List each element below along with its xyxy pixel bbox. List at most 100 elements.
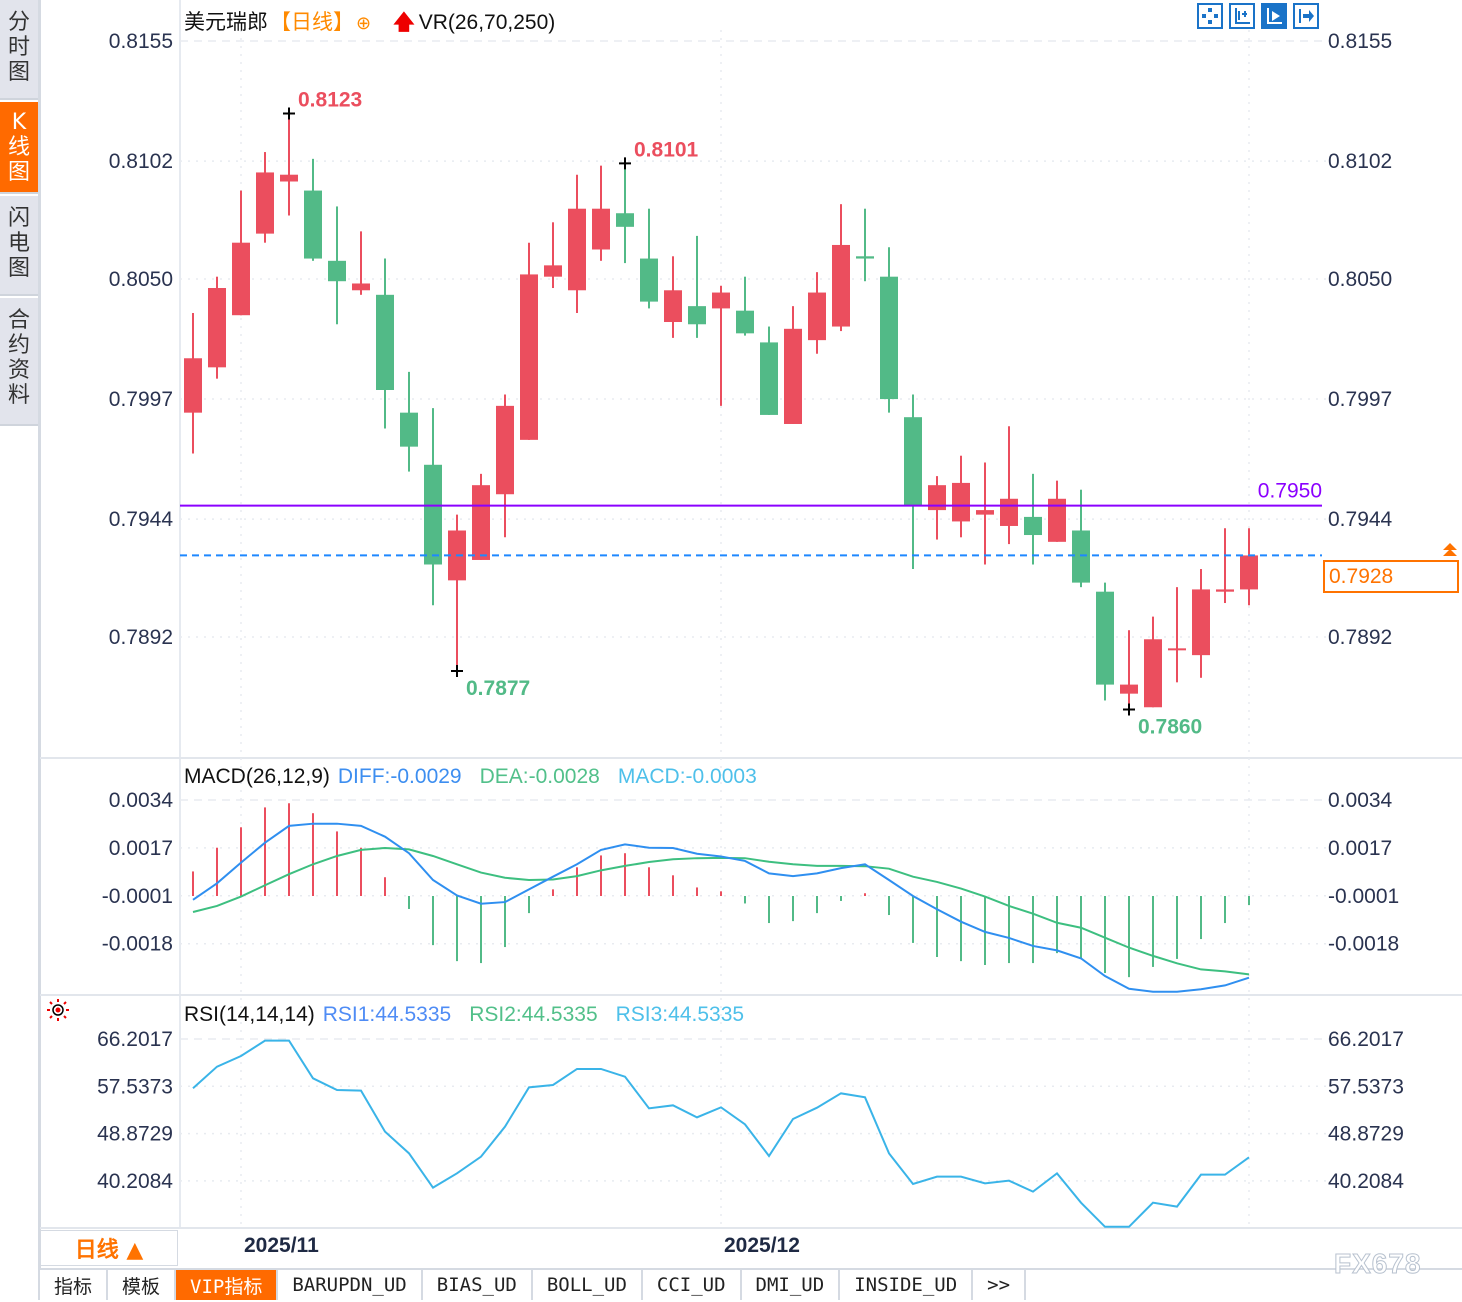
rsi-axis-label: 40.2084 [97,1170,173,1193]
candle-up [1120,684,1138,694]
rsi-header: RSI(14,14,14) RSI1:44.5335 RSI2:44.5335 RSI… [184,1003,754,1027]
chart-toolbar [1197,3,1319,29]
circle-plus-icon[interactable]: ⊕ [356,13,372,33]
candle-up [928,485,946,511]
candle-down [304,190,322,259]
rsi-axis-label: 48.8729 [1328,1123,1404,1146]
candle-up [1000,498,1018,526]
tab-cci[interactable]: CCI_UD [642,1270,742,1300]
price-up-arrow-icon [1441,542,1459,558]
axis-labels: 0.8155 0.8155 0.8102 0.8102 0.8050 0.8050 0.79… [97,30,1404,1193]
left-price-label: 0.8050 [109,268,173,291]
tab-label: BOLL_UD [546,1274,627,1296]
move-right-icon[interactable] [1293,3,1319,29]
candle-down [616,213,634,227]
crosshair-icon[interactable] [1197,3,1223,29]
indicator-tabs: 指标 模板 VIP指标 BARUPDN_UD BIAS_UD BOLL_UD C… [40,1268,1462,1302]
rsi-axis-label: 40.2084 [1328,1170,1404,1193]
diff-line [192,822,1250,993]
rsi-axis-label: 57.5373 [97,1075,173,1098]
axis-play-icon[interactable] [1261,3,1287,29]
tab-label: INSIDE_UD [854,1274,958,1296]
rsi-panel [192,1039,1250,1228]
tab-dmi[interactable]: DMI_UD [741,1270,841,1300]
candle-down [1072,530,1090,583]
candle-up [1168,648,1186,651]
axis-scale-icon[interactable] [1229,3,1255,29]
tab-label: VIP指标 [190,1275,263,1298]
current-price-value: 0.7928 [1329,565,1394,588]
rsi2-label: RSI2:44.5335 [469,1003,598,1026]
candle-down [1024,516,1042,536]
sun-target-icon[interactable] [46,998,70,1022]
current-price-tag: 0.7928 [1323,560,1459,593]
rsi-axis-label: 57.5373 [1328,1075,1404,1098]
candle-down [736,310,754,334]
candle-down [880,276,898,400]
macd-panel [192,803,1250,993]
candle-up [832,244,850,327]
macd-axis-label: -0.0018 [1328,933,1399,956]
rsi-axis-label: 48.8729 [97,1123,173,1146]
tab-label: BIAS_UD [436,1274,517,1296]
extreme-crosshair-icon [451,665,463,678]
tab-inside[interactable]: INSIDE_UD [840,1270,974,1300]
right-price-label: 0.8102 [1328,150,1392,173]
tab-label: 模板 [122,1275,161,1298]
candles [184,113,1258,710]
period-label: 【日线】 [270,11,354,34]
right-price-label: 0.7892 [1328,626,1392,649]
date-label: 2025/12 [724,1234,800,1257]
tab-label: DMI_UD [755,1274,825,1296]
candle-down [1096,591,1114,685]
candle-up [1048,498,1066,542]
tab-barupdn[interactable]: BARUPDN_UD [278,1270,423,1300]
candle-up [1216,589,1234,592]
dea-line [192,846,1250,976]
candle-up [784,328,802,424]
candle-down [400,412,418,447]
candle-down [424,464,442,565]
candle-up [472,485,490,560]
tab-indicators[interactable]: 指标 [40,1270,109,1300]
candle-up [1192,589,1210,656]
red-up-arrow-icon: 🡅 [393,11,415,34]
candle-up [544,265,562,277]
tab-label: 指标 [54,1275,93,1298]
low2-label: 0.7860 [1138,716,1202,739]
extreme-crosshair-icon [283,107,295,120]
candle-down [328,260,346,282]
tab-more[interactable]: >> [973,1270,1027,1300]
candle-down [760,342,778,415]
candle-up [952,482,970,522]
left-price-label: 0.8155 [109,30,173,53]
low1-label: 0.7877 [466,677,530,700]
rsi-axis-label: 66.2017 [1328,1028,1404,1051]
macd-value-label: MACD:-0.0003 [617,765,757,788]
rsi-line [192,1039,1250,1228]
candle-down [856,256,874,259]
tab-boll[interactable]: BOLL_UD [532,1270,643,1300]
candle-up [280,174,298,182]
right-price-label: 0.7944 [1328,508,1393,531]
left-price-label: 0.8102 [109,150,173,173]
tab-vip-indicators[interactable]: VIP指标 [176,1270,279,1300]
tab-templates[interactable]: 模板 [108,1270,177,1300]
sidebar-item-flash[interactable]: 闪电图 [0,196,38,296]
candle-up [184,358,202,413]
tab-bias[interactable]: BIAS_UD [422,1270,533,1300]
period-selector[interactable]: 日线 ▲ [40,1230,178,1266]
candle-up [496,405,514,495]
sidebar-item-contract-info[interactable]: 合约资料 [0,298,38,426]
watermark-logo: FX678 [1334,1248,1422,1280]
candle-up [808,292,826,341]
sidebar-item-timeshare[interactable]: 分时图 [0,0,38,100]
candle-up [256,172,274,234]
rsi-title: RSI(14,14,14) [184,1003,315,1026]
candle-up [1240,555,1258,590]
right-price-label: 0.8155 [1328,30,1392,53]
macd-axis-label: -0.0001 [102,885,173,908]
candle-down [904,417,922,506]
